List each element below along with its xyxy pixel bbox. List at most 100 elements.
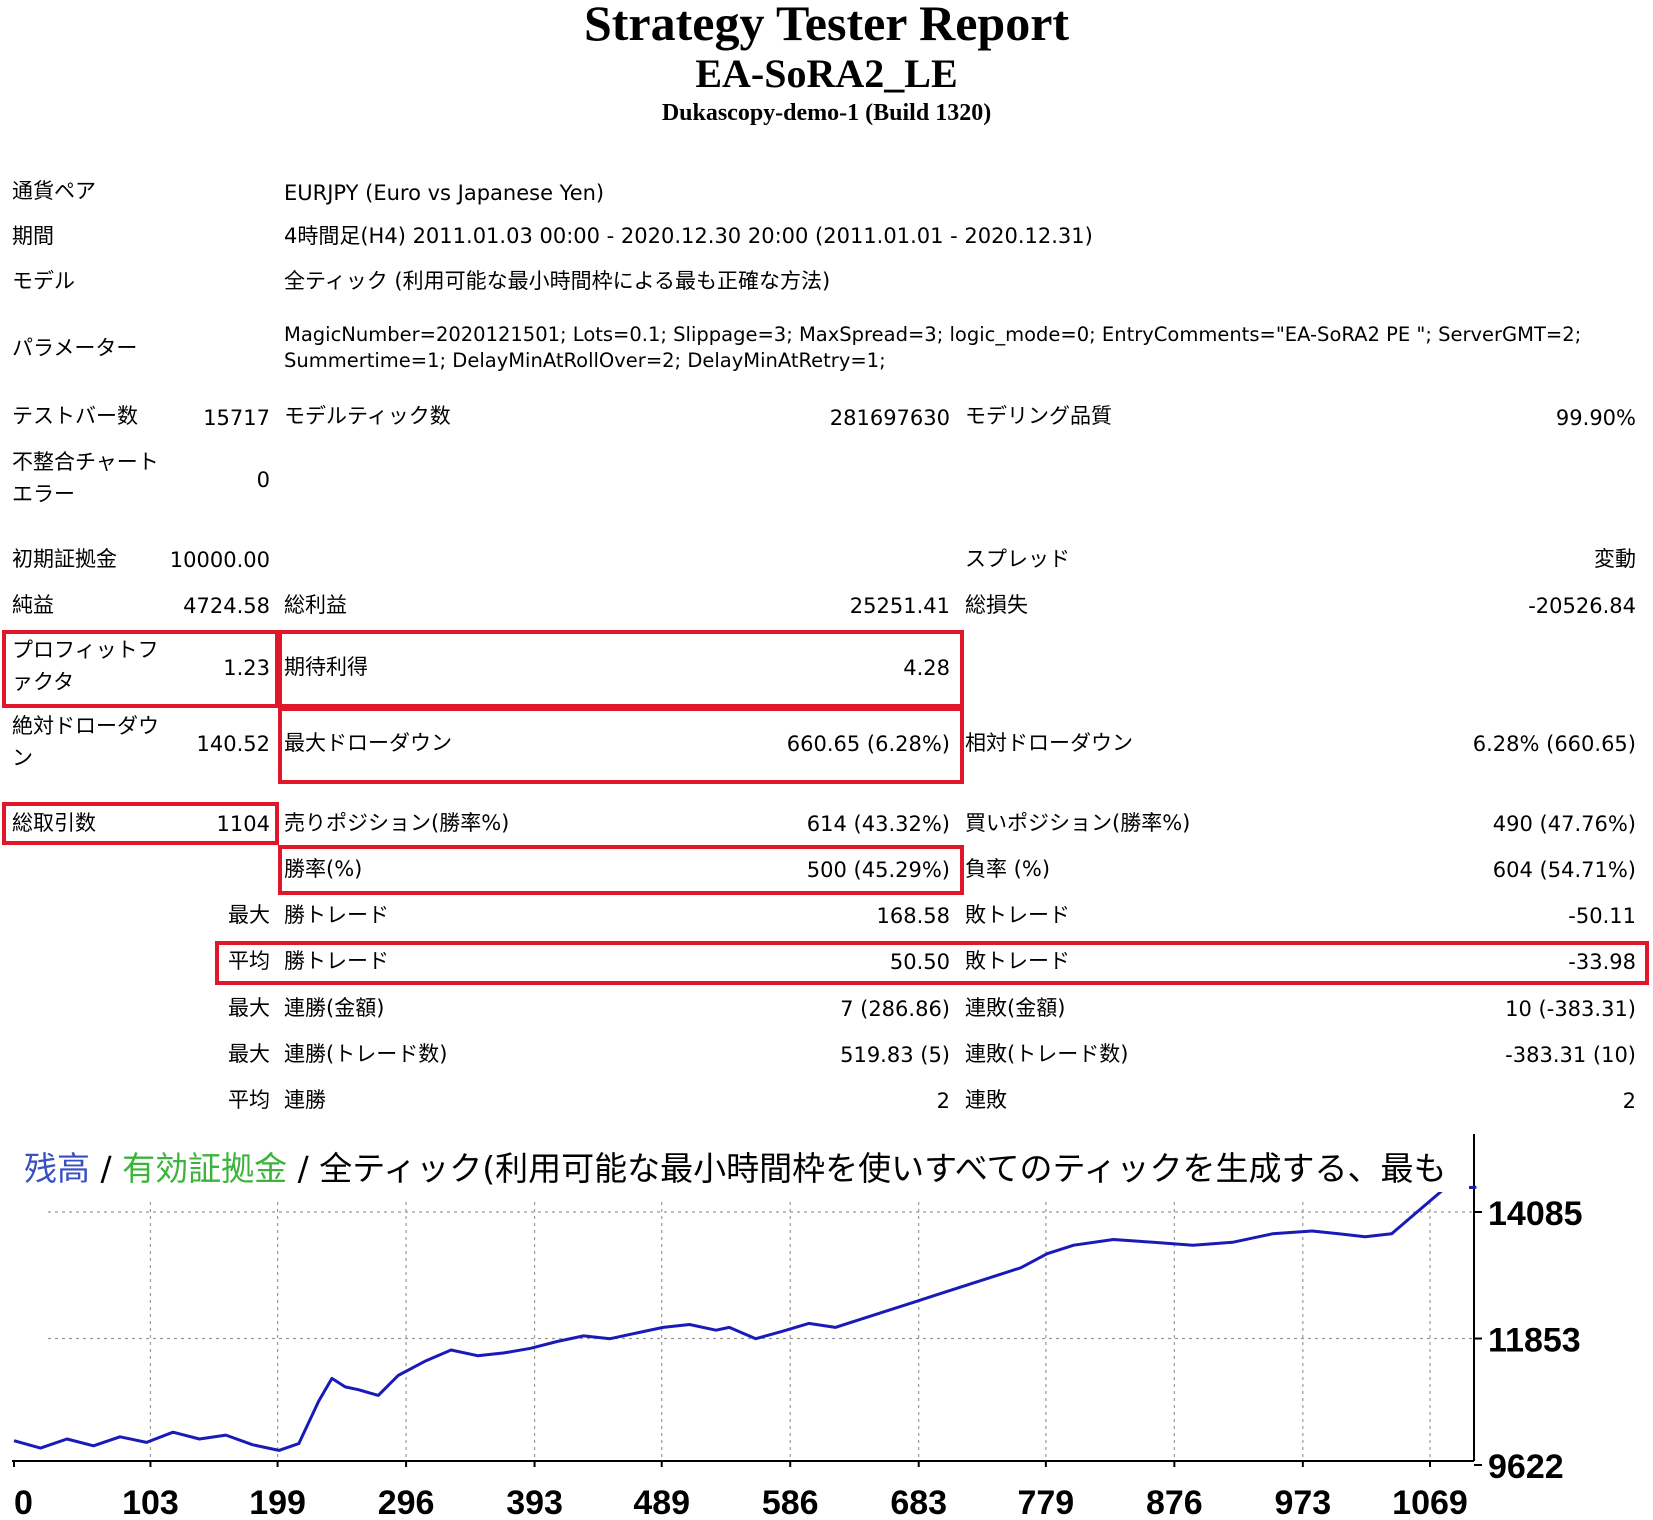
largest-win-value: 168.58 [876,904,950,928]
ticks-label: モデルティック数 [284,404,451,428]
balance-chart-svg: 9622 11853 14085 0 103 199 296 393 489 586 683 779 8… [12,1134,1583,1520]
consecutive-wins-count-value: 519.83 (5) [840,1043,950,1067]
spread-value: 変動 [1594,547,1636,571]
maximal-drawdown-value: 660.65 (6.28%) [786,732,950,756]
consecutive-losses-money-value: 10 (-383.31) [1505,997,1636,1021]
gross-loss-value: -20526.84 [1528,594,1636,618]
period-value: 4時間足(H4) 2011.01.03 00:00 - 2020.12.30 2… [284,224,1093,248]
total-trades-label: 総取引数 [12,811,96,835]
consecutive-wins-money-value: 7 (286.86) [840,997,950,1021]
chart-title-part: / [90,1149,122,1188]
chart-x-tick-label: 199 [249,1484,306,1520]
params-line-2: Summertime=1; DelayMinAtRollOver=2; Dela… [284,349,886,372]
params-line-1: MagicNumber=2020121501; Lots=0.1; Slippa… [284,323,1582,346]
consecutive-wins-money-label: 連勝(金額) [284,996,385,1020]
gross-profit-label: 総利益 [284,593,347,617]
chart-x-tick-label: 489 [633,1484,690,1520]
mismatch-label: 不整合チャート エラー [12,450,159,506]
chart-title-part: / [287,1149,319,1188]
chart-x-tick-label: 683 [890,1484,947,1520]
net-value: 4724.58 [183,594,270,618]
chart-y-tick-label: 9622 [1488,1448,1564,1486]
max-consecutive-count-label: 最大 [228,1042,270,1066]
period-label: 期間 [12,224,54,248]
maximal-drawdown-label: 最大ドローダウン [284,731,452,755]
average-win-label: 勝トレード [284,949,389,973]
quality-label: モデリング品質 [965,404,1112,428]
chart-title-part: 残高 [24,1149,90,1188]
profit-factor-value: 1.23 [223,656,270,680]
loss-rate-label: 負率 (%) [965,857,1051,881]
long-positions-value: 490 (47.76%) [1492,812,1636,836]
bars-value: 15717 [203,406,270,430]
consecutive-losses-count-value: -383.31 (10) [1505,1043,1636,1067]
consecutive-losses-count-label: 連敗(トレード数) [965,1042,1129,1066]
long-positions-label: 買いポジション(勝率%) [965,811,1191,835]
deposit-label: 初期証拠金 [12,547,117,571]
pair-label: 通貨ペア [12,179,96,203]
relative-drawdown-value: 6.28% (660.65) [1472,732,1636,756]
consecutive-losses-money-label: 連敗(金額) [965,996,1066,1020]
win-rate-label: 勝率(%) [284,857,363,881]
average-win-value: 50.50 [889,950,950,974]
average-consecutive-label: 平均 [228,1088,270,1112]
balance-line [13,1185,1477,1452]
expected-payoff-label: 期待利得 [284,655,368,679]
chart-title-part: 有効証拠金 [122,1149,287,1188]
max-consecutive-money-label: 最大 [228,996,270,1020]
net-label: 純益 [12,593,54,617]
chart-x-tick-label: 1069 [1392,1484,1468,1520]
pair-value: EURJPY (Euro vs Japanese Yen) [284,181,605,205]
total-trades-value: 1104 [216,812,270,836]
chart-title-part: 全ティック(利用可能な最小時間枠を使いすべてのティックを生成する、最も [319,1149,1446,1188]
largest-loss-label: 敗トレード [965,903,1070,927]
gross-loss-label: 総損失 [965,593,1028,617]
short-positions-label: 売りポジション(勝率%) [284,811,510,835]
chart-y-tick-label: 11853 [1488,1322,1581,1360]
profit-factor-label: プロフィットフ ァクタ [12,638,159,694]
mismatch-value: 0 [256,468,270,492]
chart-title-bg [14,1142,1469,1192]
report-title: Strategy Tester Report [583,0,1070,51]
chart-x-tick-label: 779 [1017,1484,1074,1520]
chart-x-tick-label: 876 [1146,1484,1203,1520]
expert-name: EA-SoRA2_LE [695,51,958,96]
win-rate-value: 500 (45.29%) [806,858,950,882]
server-build: Dukascopy-demo-1 (Build 1320) [661,100,992,126]
average-consecutive-wins-value: 2 [936,1089,950,1113]
chart-x-tick-label: 0 [14,1484,33,1520]
average-label: 平均 [228,949,270,973]
largest-loss-value: -50.11 [1568,904,1636,928]
bars-label: テストバー数 [12,404,138,428]
loss-rate-value: 604 (54.71%) [1492,858,1636,882]
chart-x-tick-label: 296 [378,1484,435,1520]
average-consecutive-losses-label: 連敗 [965,1088,1007,1112]
average-consecutive-losses-value: 2 [1622,1089,1636,1113]
quality-value: 99.90% [1555,406,1636,430]
consecutive-wins-count-label: 連勝(トレード数) [284,1042,448,1066]
chart-x-tick-label: 103 [122,1484,179,1520]
model-value: 全ティック (利用可能な最小時間枠による最も正確な方法) [284,269,831,293]
relative-drawdown-label: 相対ドローダウン [965,731,1133,755]
balance-chart: 9622 11853 14085 0 103 199 296 393 489 586 683 779 8… [12,1134,1653,1520]
average-consecutive-wins-label: 連勝 [284,1088,326,1112]
chart-y-tick-label: 14085 [1488,1195,1583,1233]
short-positions-value: 614 (43.32%) [806,812,950,836]
gross-profit-value: 25251.41 [849,594,950,618]
absolute-drawdown-value: 140.52 [196,732,270,756]
expected-payoff-value: 4.28 [903,656,950,680]
chart-x-tick-label: 586 [762,1484,819,1520]
deposit-value: 10000.00 [169,548,270,572]
chart-x-tick-label: 973 [1274,1484,1331,1520]
params-label: パラメーター [12,336,138,360]
chart-title: 残高 / 有効証拠金 / 全ティック(利用可能な最小時間枠を使いすべてのティック… [24,1149,1447,1188]
chart-x-tick-label: 393 [506,1484,563,1520]
model-label: モデル [12,269,75,293]
largest-label: 最大 [228,903,270,927]
ticks-value: 281697630 [829,406,950,430]
average-loss-label: 敗トレード [965,949,1070,973]
absolute-drawdown-label: 絶対ドローダウ ン [12,714,159,770]
spread-label: スプレッド [965,547,1070,571]
largest-win-label: 勝トレード [284,903,389,927]
average-loss-value: -33.98 [1568,950,1636,974]
